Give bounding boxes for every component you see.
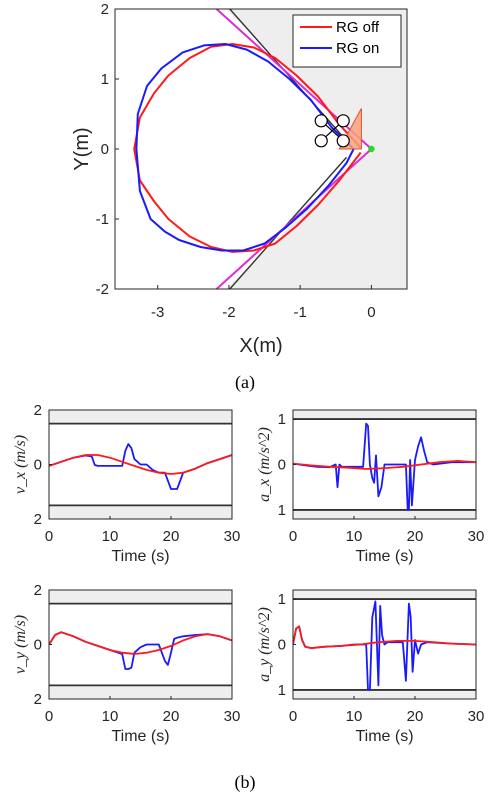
x-tick-label: 10 [102, 708, 119, 725]
x-tick-label: 0 [289, 528, 297, 545]
camera-fov-cone [338, 108, 362, 150]
quadrotor-icon [314, 114, 350, 148]
bound-shade-lower [293, 689, 476, 699]
x-tick-label: 30 [224, 708, 241, 725]
x-tick-label: 0 [45, 528, 53, 545]
y-tick-label: 2 [101, 1, 109, 18]
target-marker [368, 145, 375, 153]
x-tick-label: -1 [293, 304, 306, 321]
y-tick-label: 1 [101, 71, 109, 88]
x-tick-label: 10 [346, 528, 363, 545]
caption-b: (b) [235, 772, 256, 793]
y-tick-label: 1 [278, 411, 286, 428]
time-series-rg-off [293, 625, 476, 649]
y-axis-label: Y(m) [71, 127, 93, 170]
legend: RG off RG on [292, 14, 402, 68]
y-tick-label: 1 [278, 591, 286, 608]
quadrotor-rotor [336, 134, 350, 148]
y-tick-label: 2 [34, 582, 42, 599]
y-tick-label: -1 [96, 211, 109, 228]
y-tick-label: 1 [278, 682, 286, 699]
time-series-rg-on [293, 422, 476, 511]
x-axis-label: Time (s) [111, 728, 169, 745]
constraint-shaded-region [225, 9, 407, 289]
x-tick-label: 20 [163, 708, 180, 725]
time-series-rg-off [49, 631, 232, 655]
x-axis-label: Time (s) [355, 728, 413, 745]
quadrotor-rotor [314, 134, 328, 148]
time-plot-area [293, 410, 476, 519]
time-plot-area [293, 590, 476, 699]
y-tick-label: 0 [278, 457, 286, 474]
legend-label: RG on [336, 40, 379, 57]
bound-shade-lower [49, 505, 232, 519]
bound-shade-lower [293, 509, 476, 519]
y-tick-label: 2 [34, 402, 42, 419]
time-plot-area [49, 410, 232, 519]
y-tick-label: -2 [96, 281, 109, 298]
x-tick-label: 10 [102, 528, 119, 545]
time-series-rg-off [49, 454, 232, 475]
y-tick-label: 0 [278, 637, 286, 654]
x-tick-label: 30 [468, 528, 485, 545]
x-tick-label: 0 [45, 708, 53, 725]
quadrotor-rotor [314, 114, 328, 128]
time-series-rg-off [293, 460, 476, 470]
bound-shade-upper [293, 410, 476, 420]
y-tick-label: 0 [34, 457, 42, 474]
time-plot-area [49, 590, 232, 699]
legend-box [292, 14, 402, 68]
x-axis-label: Time (s) [355, 548, 413, 565]
legend-label: RG off [336, 19, 380, 36]
x-tick-label: 20 [407, 708, 424, 725]
caption-a: (a) [235, 372, 255, 393]
x-tick-label: 20 [407, 528, 424, 545]
y-tick-label: 0 [101, 141, 109, 158]
x-tick-label: 20 [163, 528, 180, 545]
y-tick-label: 1 [278, 502, 286, 519]
time-plot-bg [49, 590, 232, 699]
x-tick-label: 30 [224, 528, 241, 545]
y-axis-label: a_y (m/s^2) [256, 607, 273, 682]
x-tick-label: 0 [367, 304, 375, 321]
y-tick-label: 2 [34, 691, 42, 708]
x-tick-label: 30 [468, 708, 485, 725]
quadrotor-rotor [336, 114, 350, 128]
y-tick-label: 0 [34, 637, 42, 654]
trajectory-plot: -3 -2 -1 0 -2 -1 0 1 2 X(m) Y(m) RG off RG on [71, 1, 408, 357]
y-tick-label: 2 [34, 511, 42, 528]
y-axis-label: v_y (m/s) [12, 615, 29, 674]
y-axis-label: a_x (m/s^2) [256, 427, 273, 502]
bound-shade-upper [293, 590, 476, 600]
x-tick-label: 10 [346, 708, 363, 725]
bound-shade-upper [49, 590, 232, 604]
bound-shade-lower [49, 685, 232, 699]
x-axis-label: Time (s) [111, 548, 169, 565]
trajectory-plot-area [133, 9, 407, 289]
bound-shade-upper [49, 410, 232, 424]
x-axis-label: X(m) [239, 335, 282, 357]
x-tick-label: 0 [289, 708, 297, 725]
x-tick-label: -3 [151, 304, 164, 321]
trajectory-series-rg-off [133, 43, 362, 253]
y-axis-label: v_x (m/s) [12, 435, 29, 494]
x-tick-label: -2 [222, 304, 235, 321]
trajectory-series-rg-on [135, 43, 355, 252]
